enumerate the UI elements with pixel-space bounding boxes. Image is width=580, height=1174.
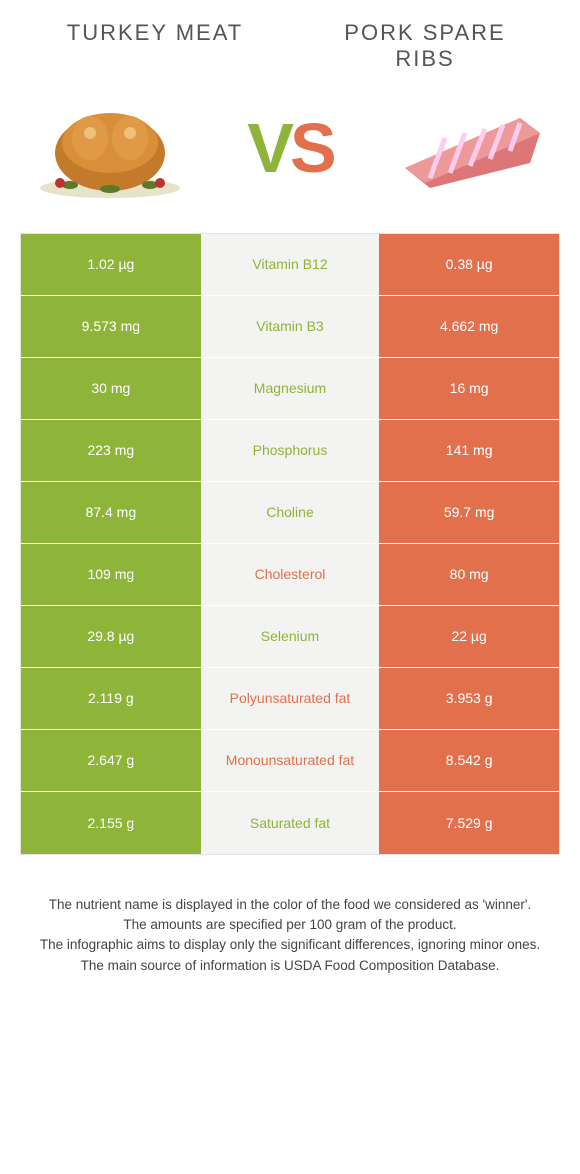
value-right: 8.542 g: [379, 730, 559, 791]
value-left: 29.8 µg: [21, 606, 201, 667]
footer-notes: The nutrient name is displayed in the co…: [30, 895, 550, 976]
vs-v: V: [247, 113, 290, 183]
table-row: 2.647 gMonounsaturated fat8.542 g: [21, 730, 559, 792]
nutrient-name: Selenium: [201, 606, 380, 667]
food-title-left: TURKEY MEAT: [45, 20, 265, 46]
value-left: 223 mg: [21, 420, 201, 481]
value-left: 87.4 mg: [21, 482, 201, 543]
value-right: 80 mg: [379, 544, 559, 605]
table-row: 109 mgCholesterol80 mg: [21, 544, 559, 606]
value-right: 16 mg: [379, 358, 559, 419]
value-left: 2.155 g: [21, 792, 201, 854]
nutrient-name: Vitamin B3: [201, 296, 380, 357]
value-right: 7.529 g: [379, 792, 559, 854]
value-right: 59.7 mg: [379, 482, 559, 543]
value-left: 109 mg: [21, 544, 201, 605]
nutrient-name: Choline: [201, 482, 380, 543]
table-row: 30 mgMagnesium16 mg: [21, 358, 559, 420]
footer-line-2: The amounts are specified per 100 gram o…: [30, 915, 550, 935]
nutrient-table: 1.02 µgVitamin B120.38 µg9.573 mgVitamin…: [20, 233, 560, 855]
value-left: 30 mg: [21, 358, 201, 419]
table-row: 9.573 mgVitamin B34.662 mg: [21, 296, 559, 358]
table-row: 223 mgPhosphorus141 mg: [21, 420, 559, 482]
hero-row: VS: [0, 83, 580, 233]
header: TURKEY MEAT PORK SPARE RIBS: [0, 0, 580, 83]
value-left: 9.573 mg: [21, 296, 201, 357]
nutrient-name: Saturated fat: [201, 792, 380, 854]
table-row: 87.4 mgCholine59.7 mg: [21, 482, 559, 544]
footer-line-1: The nutrient name is displayed in the co…: [30, 895, 550, 915]
nutrient-name: Vitamin B12: [201, 234, 380, 295]
footer-line-4: The main source of information is USDA F…: [30, 956, 550, 976]
nutrient-name: Cholesterol: [201, 544, 380, 605]
value-left: 1.02 µg: [21, 234, 201, 295]
value-right: 141 mg: [379, 420, 559, 481]
value-left: 2.119 g: [21, 668, 201, 729]
nutrient-name: Phosphorus: [201, 420, 380, 481]
footer-line-3: The infographic aims to display only the…: [30, 935, 550, 955]
value-right: 0.38 µg: [379, 234, 559, 295]
value-right: 22 µg: [379, 606, 559, 667]
food-image-left: [30, 93, 190, 203]
table-row: 2.155 gSaturated fat7.529 g: [21, 792, 559, 854]
vs-label: VS: [247, 113, 332, 183]
ribs-icon: [390, 93, 550, 203]
value-left: 2.647 g: [21, 730, 201, 791]
nutrient-name: Polyunsaturated fat: [201, 668, 380, 729]
nutrient-name: Monounsaturated fat: [201, 730, 380, 791]
food-title-right: PORK SPARE RIBS: [315, 20, 535, 73]
table-row: 2.119 gPolyunsaturated fat3.953 g: [21, 668, 559, 730]
value-right: 4.662 mg: [379, 296, 559, 357]
nutrient-name: Magnesium: [201, 358, 380, 419]
value-right: 3.953 g: [379, 668, 559, 729]
table-row: 1.02 µgVitamin B120.38 µg: [21, 234, 559, 296]
table-row: 29.8 µgSelenium22 µg: [21, 606, 559, 668]
turkey-icon: [30, 93, 190, 203]
food-image-right: [390, 93, 550, 203]
vs-s: S: [290, 113, 333, 183]
